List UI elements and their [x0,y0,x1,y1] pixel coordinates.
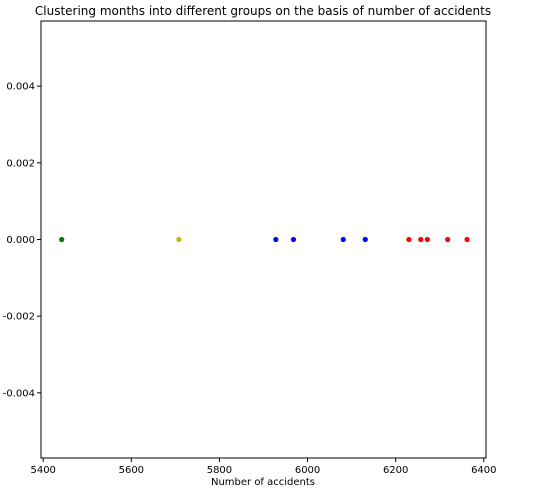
chart-title: Clustering months into different groups … [35,4,491,18]
y-tick-label: 0.002 [6,158,35,169]
y-axis-ticks: 0.004 0.002 0.000 -0.002 -0.004 [3,82,41,399]
x-axis-label: Number of accidents [211,477,315,488]
scatter-point [273,236,279,243]
x-tick-label: 6000 [295,465,320,476]
y-tick-label: 0.000 [6,235,35,246]
scatter-point [362,236,368,243]
scatter-point [406,236,412,243]
x-tick-label: 5400 [30,465,55,476]
scatter-point [464,236,470,243]
scatter-point [59,236,65,243]
x-tick-label: 5800 [207,465,232,476]
scatter-point [418,236,424,243]
scatter-point [445,236,451,243]
x-tick-label: 5600 [119,465,144,476]
scatter-point [176,236,182,243]
data-points [59,236,470,243]
y-tick-label: -0.004 [3,388,35,399]
x-axis-ticks: 5400 5600 5800 6000 6200 6400 [30,458,497,476]
scatter-point [340,236,346,243]
scatter-point [290,236,297,243]
y-tick-label: 0.004 [6,82,35,93]
x-tick-label: 6200 [383,465,408,476]
y-tick-label: -0.002 [3,312,35,323]
x-tick-label: 6400 [471,465,496,476]
scatter-point [424,236,431,243]
